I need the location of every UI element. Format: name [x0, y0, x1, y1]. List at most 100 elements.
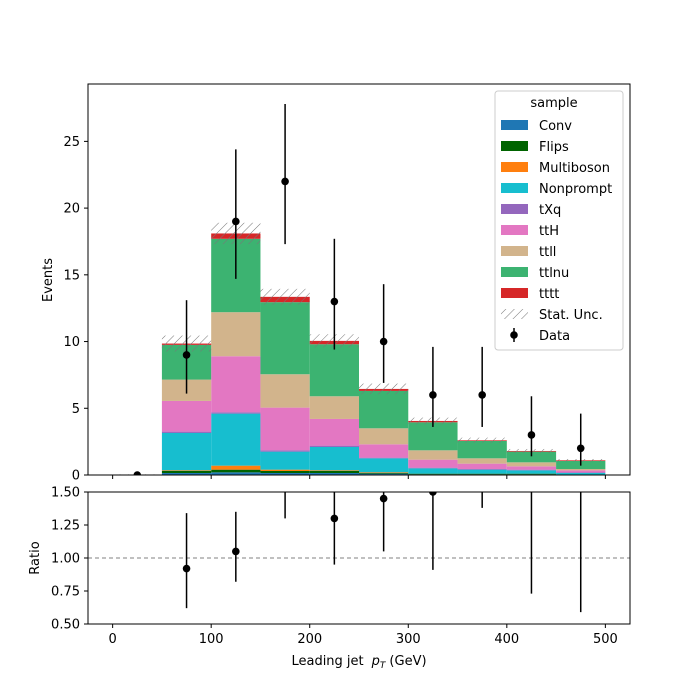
- ratio-point-3: [330, 514, 339, 523]
- x-axis-label-text: Leading jet: [291, 654, 363, 669]
- data-point-6: [429, 391, 437, 399]
- data-point-7: [478, 391, 486, 399]
- bar-txq-bin-9: [556, 472, 606, 473]
- main-y-tick-label: 5: [72, 402, 80, 417]
- data-point-5: [379, 337, 388, 346]
- bar-tth-bin-5: [359, 444, 409, 458]
- bar-conv-bin-1: [161, 472, 212, 475]
- legend-label-tth: ttH: [539, 224, 559, 239]
- legend-label-stat-unc: Stat. Unc.: [539, 308, 603, 323]
- legend: sample Conv Flips Multiboson Nonprompt tXq ttH…: [494, 90, 624, 351]
- main-panel: 0 5 10 15 20 25 Events sample Conv Flips Multibo…: [41, 83, 631, 484]
- bar-ttlnu-bin-7: [457, 440, 507, 459]
- bar-tth-bin-4: [309, 418, 359, 446]
- bar-ttll-bin-7: [457, 458, 507, 464]
- bar-flips-bin-5: [359, 472, 409, 474]
- legend-title: sample: [530, 96, 577, 111]
- data-point-0: [133, 471, 142, 475]
- main-y-tick-label: 15: [63, 268, 80, 283]
- legend-label-ttll: ttll: [539, 245, 556, 260]
- legend-swatch-tth: [501, 225, 528, 235]
- bar-tth-bin-7: [457, 463, 507, 469]
- main-y-tick-label: 20: [63, 202, 80, 217]
- bar-nonprompt-bin-5: [359, 458, 409, 473]
- bar-tth-bin-1: [161, 400, 212, 432]
- data-points: [133, 104, 585, 475]
- ratio-point-1: [232, 547, 240, 556]
- x-tick-label: 100: [199, 632, 224, 647]
- x-tick-label: 300: [396, 632, 421, 647]
- bar-txq-bin-3: [260, 450, 310, 452]
- bar-txq-bin-5: [359, 457, 409, 459]
- ratio-point-5: [429, 492, 437, 496]
- legend-label-flips: Flips: [539, 140, 569, 155]
- ratio-y-tick-label: 1.50: [51, 486, 80, 501]
- bar-ttll-bin-4: [309, 396, 359, 419]
- legend-label-multiboson: Multiboson: [539, 161, 610, 176]
- bar-txq-bin-4: [309, 445, 359, 447]
- ratio-y-tick-label: 1.25: [51, 519, 80, 534]
- bar-ttlnu-bin-4: [309, 344, 359, 397]
- bar-conv-bin-4: [309, 472, 359, 475]
- data-point-2: [232, 217, 240, 226]
- x-axis-label: Leading jet pT (GeV): [291, 654, 426, 671]
- bar-nonprompt-bin-9: [556, 472, 606, 475]
- bar-nonprompt-bin-2: [211, 413, 261, 466]
- data-point-8: [527, 431, 536, 439]
- ratio-axes: 0.50 0.75 1.00 1.25 1.50 0 100 200 300 400 500: [51, 486, 631, 647]
- legend-swatch-nonprompt: [501, 183, 528, 193]
- legend-label-txq: tXq: [539, 203, 561, 218]
- legend-swatch-stat-unc: [501, 309, 528, 319]
- bar-nonprompt-bin-1: [161, 432, 212, 471]
- legend-label-data: Data: [539, 329, 570, 344]
- main-y-tick-label: 25: [63, 135, 80, 150]
- main-axes-frame: [87, 83, 631, 476]
- bar-ttlnu-bin-5: [359, 390, 409, 429]
- bar-ttll-bin-9: [556, 468, 606, 471]
- bar-flips-bin-1: [161, 470, 212, 473]
- ratio-point-7: [528, 475, 536, 483]
- x-axis-label-unit: (GeV): [389, 654, 426, 669]
- legend-label-conv: Conv: [539, 119, 572, 134]
- ratio-panel: 0.50 0.75 1.00 1.25 1.50 0 100 200 300 400 500 Rat…: [28, 475, 631, 647]
- main-y-tick-label: 10: [63, 335, 80, 350]
- bar-ttlnu-bin-3: [260, 302, 310, 375]
- stat-unc-bin-3: [260, 288, 310, 305]
- ratio-y-tick-label: 0.75: [51, 585, 80, 600]
- legend-swatch-conv: [501, 120, 528, 130]
- ratio-point-4: [379, 494, 388, 503]
- legend-swatch-flips: [501, 141, 528, 151]
- bar-tth-bin-2: [211, 356, 261, 413]
- stacked-bars: [161, 233, 606, 475]
- x-axis-label-pt: p: [371, 654, 380, 669]
- legend-swatch-multiboson: [501, 162, 528, 172]
- bar-conv-bin-5: [359, 473, 409, 475]
- data-point-3: [281, 177, 289, 186]
- bar-ttll-bin-2: [211, 312, 261, 357]
- bar-multiboson-bin-1: [161, 470, 212, 471]
- main-y-tick-label: 0: [72, 469, 80, 484]
- x-tick-label: 500: [593, 632, 618, 647]
- bar-flips-bin-7: [457, 473, 507, 475]
- bar-txq-bin-7: [457, 468, 507, 470]
- bar-multiboson-bin-5: [359, 472, 409, 473]
- bar-nonprompt-bin-8: [506, 470, 557, 474]
- data-point-1: [182, 351, 191, 359]
- bar-flips-bin-2: [211, 469, 261, 473]
- legend-swatch-data: [510, 331, 518, 339]
- bar-nonprompt-bin-4: [309, 446, 359, 471]
- x-axis-label-pt-sub: T: [380, 661, 387, 671]
- legend-label-ttlnu: ttlnu: [539, 266, 569, 281]
- bar-flips-bin-6: [408, 473, 458, 475]
- x-tick-label: 400: [494, 632, 519, 647]
- bar-flips-bin-8: [506, 473, 557, 475]
- legend-swatch-tttt: [501, 288, 528, 298]
- legend-swatch-ttll: [501, 246, 528, 256]
- x-tick-label: 200: [297, 632, 322, 647]
- bar-txq-bin-8: [506, 469, 557, 471]
- bar-multiboson-bin-2: [211, 465, 261, 470]
- legend-swatch-ttlnu: [501, 267, 528, 277]
- ratio-y-axis-label: Ratio: [28, 541, 43, 574]
- bar-txq-bin-2: [211, 412, 261, 414]
- legend-swatch-txq: [501, 204, 528, 214]
